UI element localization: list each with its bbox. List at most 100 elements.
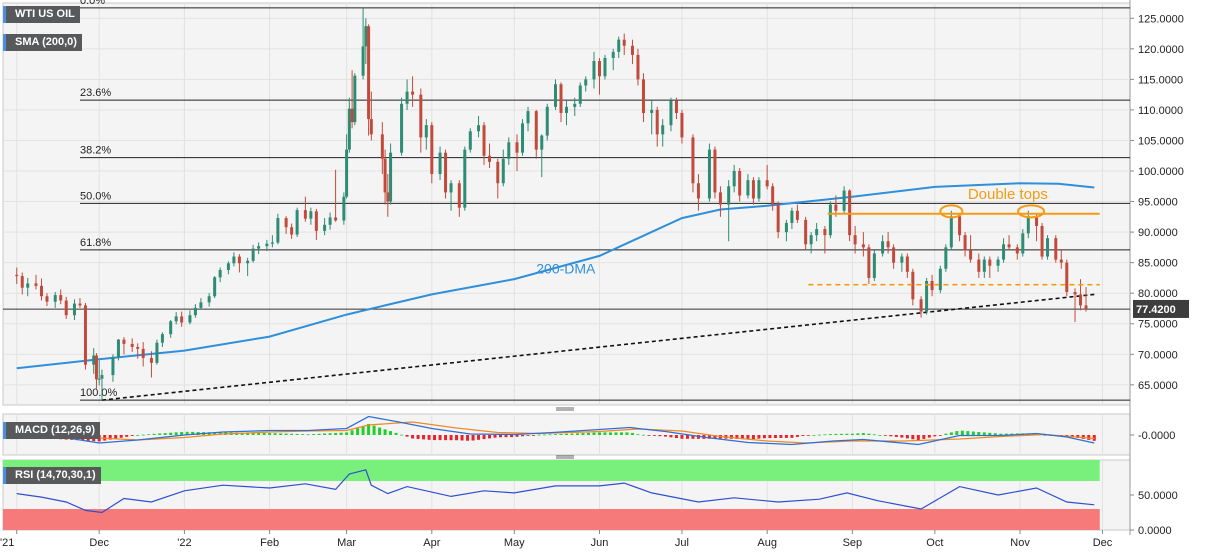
candle: [226, 261, 230, 275]
candle-body: [526, 111, 530, 124]
fib-level-label: 0.0%: [80, 0, 105, 7]
candle-body: [463, 149, 467, 208]
macd-histogram-bar: [806, 435, 810, 436]
candle: [361, 7, 365, 80]
candle: [83, 302, 87, 370]
macd-histogram-bar: [1070, 435, 1074, 437]
candle: [661, 119, 665, 147]
macd-histogram-bar: [466, 435, 470, 441]
candle: [265, 240, 269, 252]
candle-body: [515, 142, 519, 153]
macd-histogram-bar: [246, 432, 250, 435]
candle: [746, 174, 750, 199]
candle-body: [732, 171, 736, 187]
candle-body: [246, 260, 250, 264]
macd-histogram-bar: [119, 435, 123, 438]
macd-histogram-bar: [641, 434, 645, 436]
candle: [795, 204, 799, 223]
candle-body: [963, 235, 967, 251]
macd-histogram-bar: [488, 435, 492, 439]
macd-histogram-bar: [532, 435, 536, 436]
macd-histogram-bar: [1065, 435, 1069, 436]
candle: [1021, 229, 1025, 257]
candle-body: [784, 222, 788, 233]
candle-body: [160, 334, 164, 343]
x-tick-label: Dec: [1093, 537, 1113, 549]
macd-histogram-bar: [795, 435, 799, 437]
series-label[interactable]: WTI US OIL: [3, 6, 80, 23]
candle-body: [534, 111, 538, 150]
candle: [636, 48, 640, 86]
candle: [72, 299, 76, 321]
candle-body: [892, 247, 896, 263]
candle: [314, 208, 318, 241]
candle-body: [650, 109, 654, 113]
candle: [905, 253, 909, 278]
candle-body: [641, 79, 645, 113]
candle: [727, 180, 731, 242]
candle: [45, 293, 49, 307]
candle: [169, 320, 173, 338]
candle-body: [521, 123, 525, 153]
y-tick-label: 65.0000: [1138, 380, 1178, 392]
candle: [521, 119, 525, 156]
candle-body: [795, 210, 799, 220]
macd-histogram-bar: [262, 432, 266, 435]
candle-body: [622, 39, 626, 46]
macd-histogram-bar: [735, 435, 739, 440]
candle: [149, 351, 153, 378]
x-tick-label: Jul: [675, 537, 689, 549]
macd-histogram-bar: [707, 435, 711, 439]
candle: [303, 196, 307, 222]
candle-body: [1079, 294, 1083, 306]
candle: [26, 277, 30, 297]
candle: [34, 274, 38, 290]
candle: [383, 149, 387, 205]
macd-histogram-bar: [147, 434, 151, 436]
candle-body: [696, 183, 700, 199]
macd-histogram-bar: [608, 432, 612, 435]
sma-label[interactable]: SMA (200,0): [3, 34, 82, 51]
candle-body: [911, 271, 915, 300]
candle: [584, 76, 588, 92]
candle: [691, 134, 695, 193]
macd-histogram-bar: [872, 434, 876, 436]
candle-body: [809, 235, 813, 245]
macd-histogram-bar: [1043, 434, 1047, 436]
candle: [424, 119, 428, 150]
candle: [751, 177, 755, 205]
rsi-label[interactable]: RSI (14,70,30,1): [3, 467, 101, 484]
candle: [97, 360, 101, 386]
candle-body: [1073, 291, 1077, 295]
candle-body: [438, 152, 442, 175]
candle: [270, 235, 274, 248]
macd-histogram-bar: [251, 432, 255, 435]
macd-histogram-bar: [597, 432, 601, 435]
candle: [559, 82, 563, 123]
macd-histogram-bar: [768, 435, 772, 439]
macd-histogram-bar: [636, 434, 640, 436]
macd-histogram-bar: [411, 435, 415, 439]
macd-histogram-bar: [685, 435, 689, 439]
macd-histogram-bar: [817, 434, 821, 436]
macd-histogram-bar: [839, 433, 843, 435]
x-tick-label: Sep: [843, 537, 863, 549]
candle: [757, 177, 761, 202]
macd-histogram-bar: [334, 432, 338, 435]
macd-histogram-bar: [938, 435, 942, 436]
macd-histogram-bar: [977, 431, 981, 435]
macd-histogram-bar: [845, 433, 849, 435]
candle-body: [389, 152, 393, 202]
candle-body: [1002, 244, 1006, 260]
candle-body: [925, 280, 929, 312]
x-tick-label: Oct: [926, 537, 943, 549]
macd-histogram-bar: [504, 435, 508, 438]
candle: [545, 103, 549, 141]
macd-histogram-bar: [779, 435, 783, 438]
macd-label[interactable]: MACD (12,26,9): [3, 422, 101, 439]
candle: [732, 164, 736, 193]
candle-body: [1046, 238, 1050, 257]
macd-histogram-bar: [1004, 433, 1008, 435]
macd-histogram-bar: [460, 435, 464, 441]
candle: [963, 232, 967, 257]
